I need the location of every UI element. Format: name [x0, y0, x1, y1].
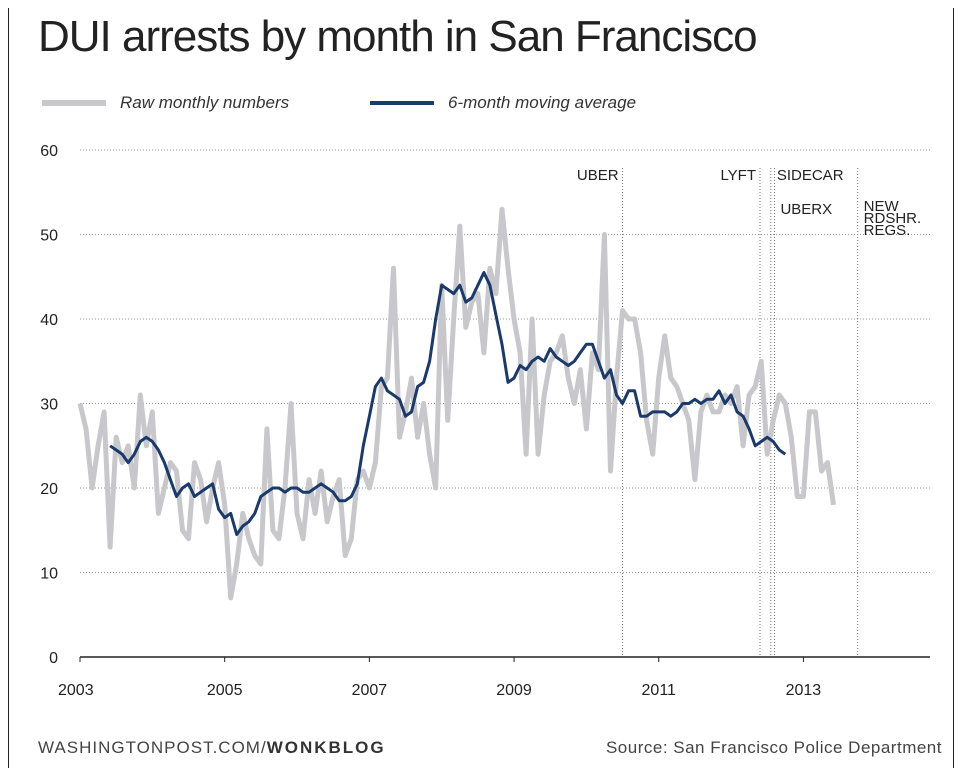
legend-avg-swatch	[370, 101, 434, 105]
annotation-label-regs-line-2: RDSHR.	[864, 210, 922, 227]
y-tick-label-20: 20	[40, 481, 58, 498]
chart-frame	[8, 8, 954, 768]
annotation-label-sidecar: SIDECAR	[777, 167, 844, 184]
footer-site-bold: WONKBLOG	[266, 738, 386, 757]
annotation-label-uberx: UBERX	[780, 201, 832, 218]
x-tick-label-2003: 2003	[58, 682, 94, 699]
series-raw-line	[77, 206, 836, 601]
y-tick-label-0: 0	[49, 650, 58, 667]
annotation-label-lyft: LYFT	[720, 167, 756, 184]
y-tick-label-40: 40	[40, 312, 58, 329]
footer-source: Source: San Francisco Police Department	[605, 738, 942, 757]
legend-avg: 6-month moving average	[370, 88, 636, 118]
x-tick-label-2007: 2007	[352, 682, 388, 699]
chart-title: DUI arrests by month in San Francisco	[38, 12, 758, 61]
y-tick-label-30: 30	[40, 397, 58, 414]
y-tick-label-60: 60	[40, 143, 58, 160]
y-tick-label-50: 50	[40, 228, 58, 245]
x-tick-label-2011: 2011	[642, 682, 677, 699]
annotation-label-regs-line-3: REGS.	[864, 222, 911, 239]
y-tick-label-10: 10	[40, 566, 58, 583]
series-avg-line	[109, 271, 787, 536]
footer-site: WASHINGTONPOST.COM/WONKBLOG	[38, 738, 386, 758]
footer-site-text: WASHINGTONPOST.COM/	[38, 738, 267, 757]
x-tick-label-2009: 2009	[496, 682, 532, 699]
annotation-label-regs-line-1: NEW	[864, 198, 900, 215]
x-tick-label-2005: 2005	[207, 682, 243, 699]
legend-raw-label: Raw monthly numbers	[120, 93, 290, 112]
x-tick-label-2013: 2013	[786, 682, 822, 699]
legend-raw: Raw monthly numbers	[42, 88, 289, 118]
legend-avg-label: 6-month moving average	[448, 93, 637, 112]
legend-raw-swatch	[42, 100, 106, 106]
annotation-label-uber: UBER	[577, 167, 619, 184]
